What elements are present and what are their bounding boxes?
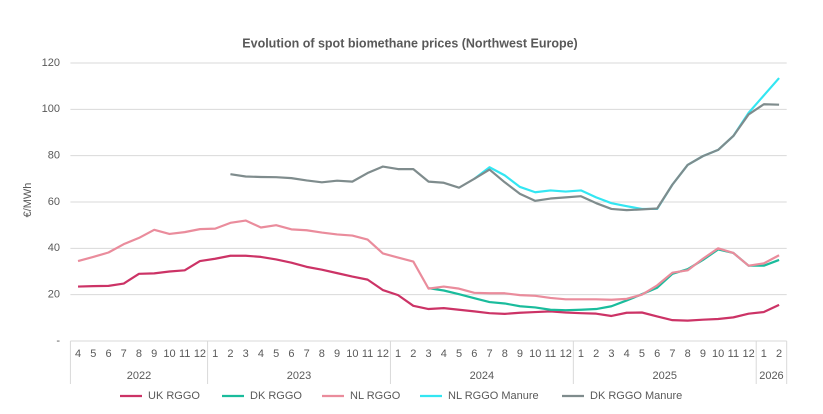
- y-tick-label: 120: [42, 57, 60, 69]
- x-tick-label: 11: [545, 348, 556, 360]
- x-tick-label: 2: [776, 348, 782, 360]
- x-tick-label: 2: [593, 348, 599, 360]
- x-tick-label: 11: [728, 348, 739, 360]
- year-label: 2024: [470, 370, 494, 382]
- chart-title: Evolution of spot biomethane prices (Nor…: [242, 36, 577, 50]
- series-line: [77, 219, 780, 301]
- x-tick-label: 7: [121, 348, 127, 360]
- year-label: 2022: [127, 370, 151, 382]
- x-tick-label: 3: [425, 348, 431, 360]
- x-tick-label: 10: [529, 348, 541, 360]
- y-axis-label: €/MWh: [22, 183, 34, 218]
- x-tick-label: 6: [654, 348, 660, 360]
- x-tick-label: 12: [560, 348, 572, 360]
- x-tick-label: 5: [273, 348, 279, 360]
- x-tick-label: 11: [179, 348, 190, 360]
- x-tick-label: 5: [456, 348, 462, 360]
- x-tick-label: 10: [712, 348, 724, 360]
- x-tick-label: 6: [105, 348, 111, 360]
- x-tick-label: 9: [151, 348, 157, 360]
- legend-label: DK RGGO Manure: [590, 390, 682, 402]
- x-tick-label: 4: [441, 348, 447, 360]
- x-tick-label: 4: [258, 348, 264, 360]
- x-tick-label: 7: [486, 348, 492, 360]
- series-line: [428, 248, 780, 312]
- x-tick-label: 11: [362, 348, 373, 360]
- y-tick-label: 60: [48, 196, 60, 208]
- series-line: [473, 77, 780, 211]
- x-tick-label: 10: [163, 348, 175, 360]
- x-tick-label: 6: [288, 348, 294, 360]
- x-tick-label: 4: [624, 348, 630, 360]
- y-tick-label: 100: [42, 103, 60, 115]
- x-tick-label: 2: [410, 348, 416, 360]
- y-tick-label: 40: [48, 242, 60, 254]
- y-tick-label: 20: [48, 289, 60, 301]
- x-tick-label: 10: [346, 348, 358, 360]
- x-tick-label: 12: [742, 348, 754, 360]
- y-tick-label: -: [56, 335, 60, 347]
- x-tick-label: 8: [319, 348, 325, 360]
- x-tick-label: 7: [304, 348, 310, 360]
- x-tick-label: 8: [685, 348, 691, 360]
- x-tick-label: 1: [761, 348, 767, 360]
- x-tick-label: 4: [75, 348, 81, 360]
- x-tick-label: 9: [517, 348, 523, 360]
- series-line: [77, 254, 780, 322]
- x-tick-label: 9: [700, 348, 706, 360]
- x-tick-label: 7: [669, 348, 675, 360]
- x-tick-label: 8: [136, 348, 142, 360]
- legend-label: NL RGGO Manure: [448, 390, 539, 402]
- x-tick-label: 9: [334, 348, 340, 360]
- x-tick-label: 6: [471, 348, 477, 360]
- x-tick-label: 1: [212, 348, 218, 360]
- legend-label: UK RGGO: [148, 390, 200, 402]
- x-tick-label: 8: [502, 348, 508, 360]
- legend-label: DK RGGO: [250, 390, 302, 402]
- x-tick-label: 12: [377, 348, 389, 360]
- x-tick-label: 5: [90, 348, 96, 360]
- legend-label: NL RGGO: [350, 390, 401, 402]
- x-tick-label: 12: [194, 348, 206, 360]
- x-tick-label: 5: [639, 348, 645, 360]
- x-tick-label: 3: [243, 348, 249, 360]
- series-line: [230, 103, 780, 212]
- y-tick-label: 80: [48, 150, 60, 162]
- x-tick-label: 2: [227, 348, 233, 360]
- year-label: 2023: [287, 370, 311, 382]
- year-label: 2026: [759, 370, 783, 382]
- x-tick-label: 1: [395, 348, 401, 360]
- x-tick-label: 3: [608, 348, 614, 360]
- x-tick-label: 1: [578, 348, 584, 360]
- year-label: 2025: [653, 370, 677, 382]
